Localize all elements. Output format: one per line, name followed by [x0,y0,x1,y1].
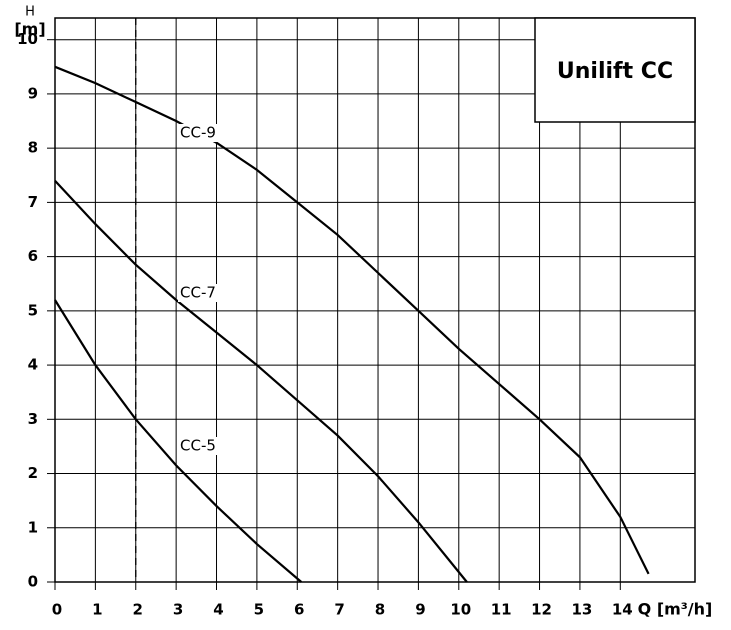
y-tick-label: 3 [28,410,38,428]
x-tick-label: 13 [571,601,592,619]
y-tick-label: 7 [28,193,38,211]
x-tick-label: 12 [531,601,552,619]
series-label-bg [178,437,222,455]
x-tick-label: 3 [173,601,183,619]
x-tick-label: 4 [213,601,223,619]
y-tick-label: 8 [28,139,38,157]
x-tick-label: 0 [52,601,62,619]
series-label: CC-9 [180,124,216,142]
y-tick-label: 5 [28,301,38,319]
x-tick-label: 9 [415,601,425,619]
y-tick-label: 9 [28,84,38,102]
x-tick-label: 14 [612,601,633,619]
x-axis-label: Q [m³/h] [638,600,713,619]
x-tick-label: 10 [450,601,471,619]
series-label: CC-5 [180,437,216,455]
x-tick-label: 7 [334,601,344,619]
y-tick-label: 6 [28,247,38,265]
y-tick-label: 0 [28,573,38,591]
x-tick-label: 1 [92,601,102,619]
title-box [534,17,696,123]
pump-curve [54,179,468,583]
x-tick-label: 6 [294,601,304,619]
chart-title: Unilift CC [557,59,673,84]
series-label-bg [178,124,222,142]
x-tick-label: 11 [491,601,512,619]
y-tick-label: 10 [17,30,38,48]
x-tick-label: 2 [133,601,143,619]
y-tick-label: 1 [28,518,38,536]
series-label: CC-7 [180,284,216,302]
pump-curve [54,65,650,575]
series-label-bg [178,284,222,302]
pump-curve [54,299,303,583]
x-tick-label: 5 [254,601,264,619]
y-tick-label: 2 [28,464,38,482]
y-axis-unit: [m] [14,20,45,39]
x-tick-label: 8 [375,601,385,619]
y-axis-symbol: H [25,5,35,20]
y-tick-label: 4 [28,356,38,374]
